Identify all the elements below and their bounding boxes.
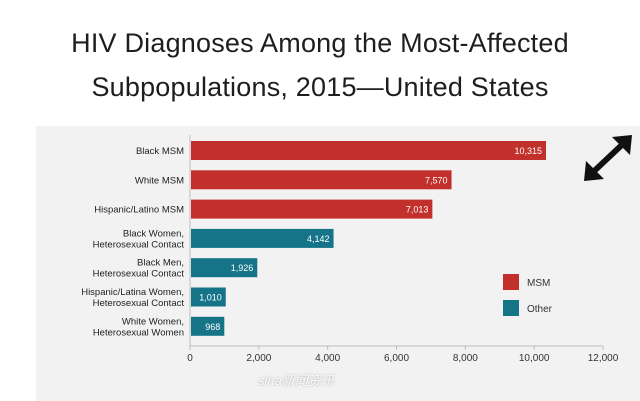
- bar-2: [191, 170, 452, 190]
- x-tick-label: 0: [187, 353, 193, 364]
- category-label: Heterosexual Contact: [93, 269, 185, 280]
- x-tick-label: 2,000: [246, 353, 271, 364]
- category-label: Hispanic/Latina Women,: [81, 287, 184, 298]
- category-label: Black Men,: [137, 258, 184, 269]
- legend-swatch-other: [503, 300, 519, 316]
- bar-4: [191, 228, 334, 248]
- bar-5: [191, 258, 258, 278]
- bar-chart: 10,315 Black MSM 7,570 White MSM 7,013 Hispan…: [81, 135, 619, 364]
- category-label: Heterosexual Women: [93, 327, 184, 338]
- x-tick-label: 6,000: [384, 353, 409, 364]
- category-label: Heterosexual Contact: [93, 298, 185, 309]
- category-label: White MSM: [135, 175, 184, 186]
- category-label: White Women,: [122, 316, 184, 327]
- chart-title-line-1: HIV Diagnoses Among the Most-Affected: [71, 28, 569, 58]
- category-label: Black Women,: [123, 228, 184, 239]
- bar-1: [191, 141, 547, 160]
- x-tick-label: 10,000: [519, 353, 550, 364]
- bar-7: [191, 316, 225, 336]
- bar-value-label: 968: [205, 322, 220, 332]
- legend-label-other: Other: [527, 304, 553, 315]
- category-label: Heterosexual Contact: [93, 239, 185, 250]
- expand-arrows-icon[interactable]: [582, 134, 634, 182]
- watermark: sina新闻资讯: [258, 373, 334, 388]
- x-tick-label: 8,000: [453, 353, 478, 364]
- category-label: Black MSM: [136, 146, 184, 157]
- bar-value-label: 10,315: [514, 146, 542, 156]
- category-label: Hispanic/Latino MSM: [94, 205, 184, 216]
- bar-6: [191, 287, 226, 307]
- chart-title-line-2: Subpopulations, 2015—United States: [91, 72, 549, 102]
- bar-value-label: 1,926: [231, 263, 254, 273]
- bar-value-label: 7,013: [406, 205, 429, 215]
- legend-swatch-msm: [503, 274, 519, 290]
- x-tick-label: 12,000: [588, 353, 619, 364]
- bar-3: [191, 199, 433, 219]
- legend-label-msm: MSM: [527, 278, 550, 289]
- bar-value-label: 4,142: [307, 234, 330, 244]
- x-tick-label: 4,000: [315, 353, 340, 364]
- bar-value-label: 7,570: [425, 175, 448, 185]
- bar-value-label: 1,010: [199, 293, 222, 303]
